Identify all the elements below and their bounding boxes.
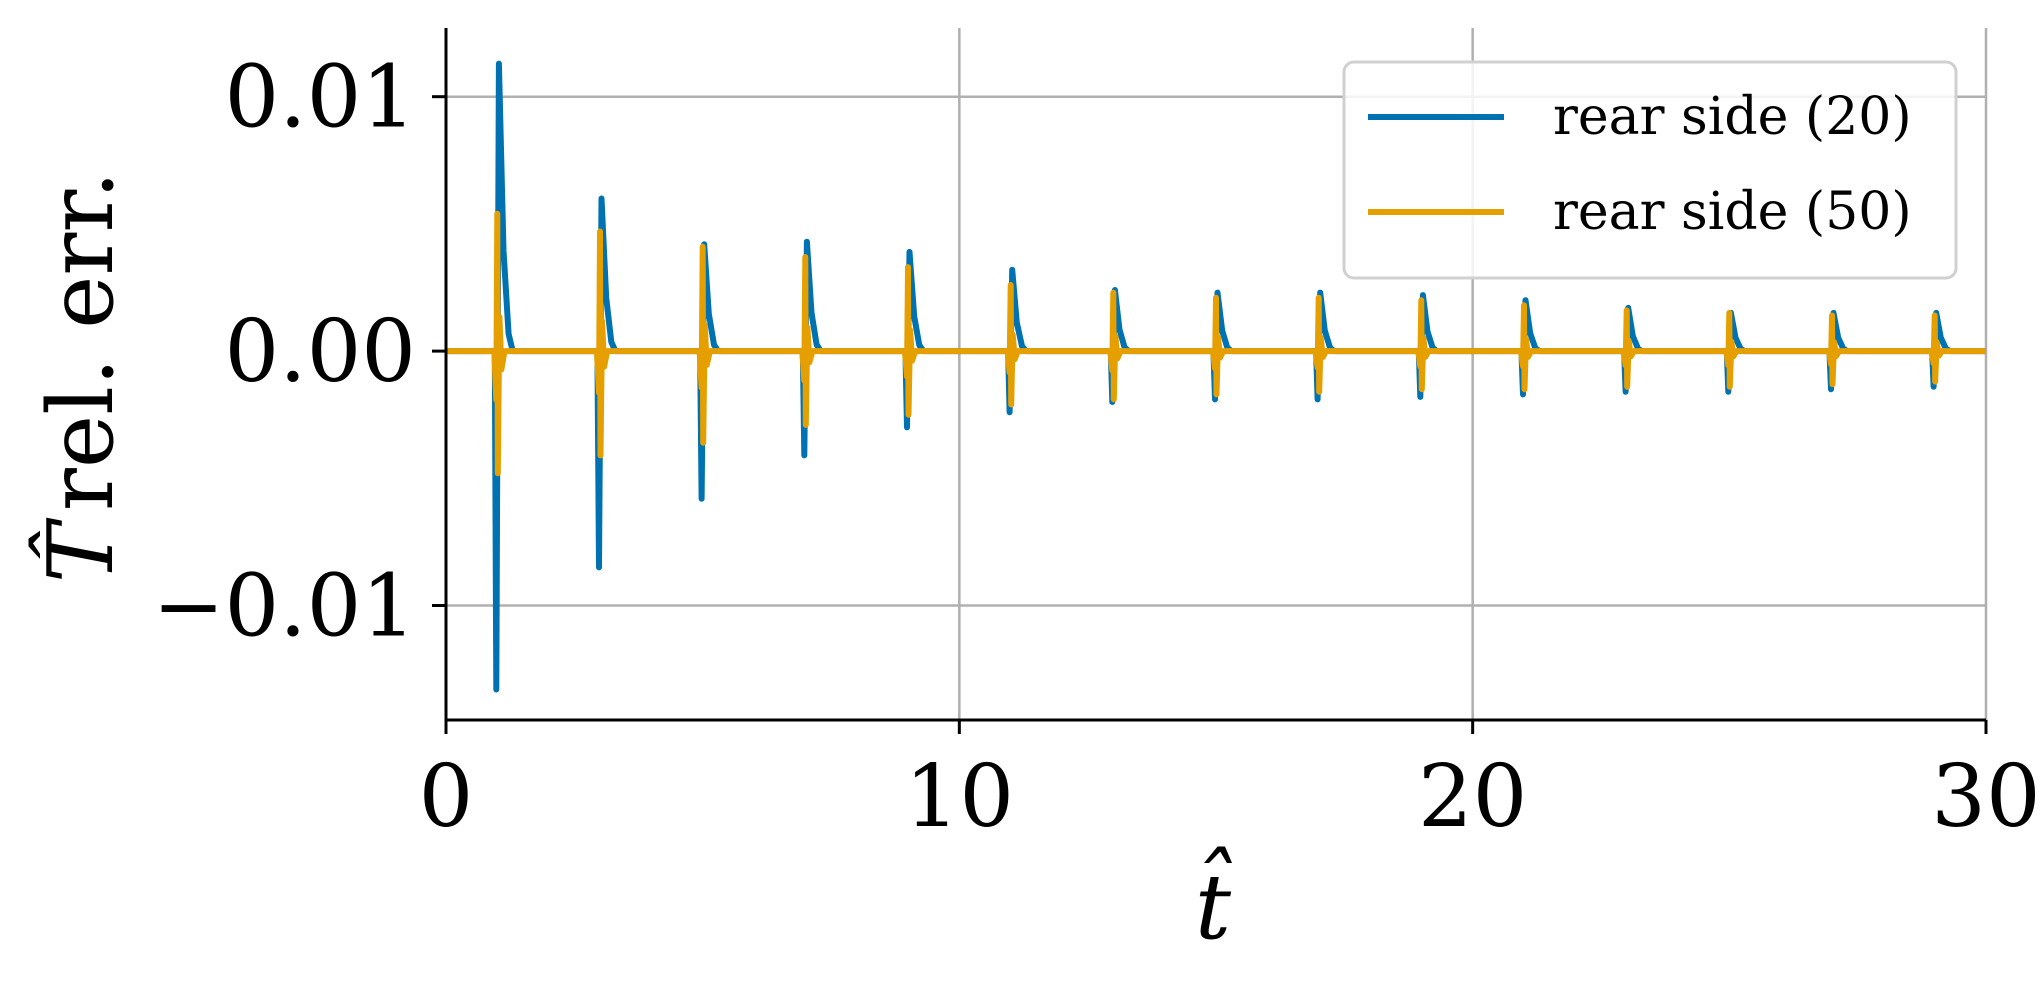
y-axis-label-text: rel. err. — [29, 171, 134, 511]
legend-label-2: rear side (50) — [1553, 182, 1912, 242]
x-tick-label-1: 10 — [905, 747, 1014, 847]
x-tick-label-2: 20 — [1418, 747, 1527, 847]
legend: rear side (20) rear side (50) — [1342, 60, 1958, 280]
y-axis-label-symbol: T̂ — [29, 517, 134, 583]
x-tick-label-0: 0 — [419, 747, 474, 847]
y-axis-label: T̂rel. err. — [29, 171, 134, 583]
tick-layer: 0 10 20 30 0.01 0.00 −0.01 — [152, 48, 2040, 847]
y-tick-label-1: 0.00 — [225, 302, 416, 402]
y-tick-label-0: 0.01 — [225, 48, 416, 148]
series-layer — [446, 60, 1986, 693]
x-axis-label: t̂ — [1195, 846, 1233, 960]
series-line-2 — [446, 210, 1986, 477]
y-axis-label-group: T̂rel. err. — [29, 171, 134, 583]
legend-label-1: rear side (20) — [1553, 87, 1912, 147]
y-tick-label-2: −0.01 — [152, 557, 416, 657]
x-tick-label-3: 30 — [1931, 747, 2040, 847]
